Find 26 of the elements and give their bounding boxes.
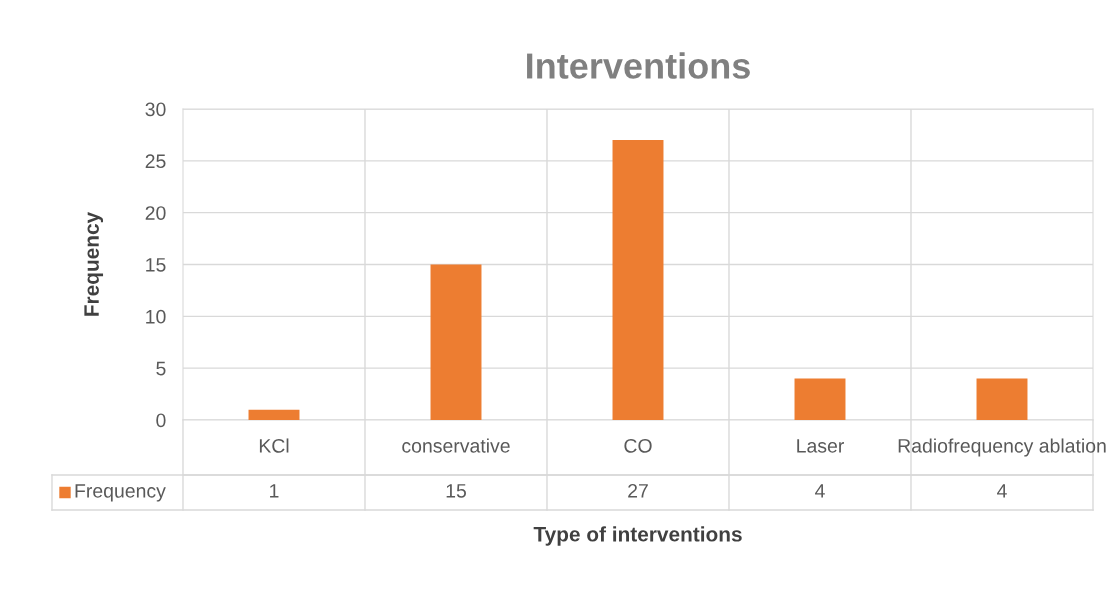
data-label: 27 bbox=[628, 483, 648, 498]
bar bbox=[976, 378, 1028, 420]
y-tick-label: 30 bbox=[145, 102, 166, 117]
chart-title: Interventions bbox=[527, 52, 750, 79]
y-tick-label: 10 bbox=[146, 309, 166, 324]
data-label: 4 bbox=[815, 484, 825, 498]
x-tick-label: Radiofrequency ablation bbox=[898, 438, 1106, 457]
y-axis-title: Frequency bbox=[84, 211, 104, 316]
y-tick-label: 20 bbox=[145, 206, 166, 220]
data-label: 15 bbox=[446, 484, 466, 498]
bar bbox=[248, 409, 300, 420]
x-axis-title: Type of interventions bbox=[533, 526, 742, 546]
bar bbox=[430, 264, 482, 420]
y-tick-label: 5 bbox=[156, 361, 166, 376]
data-label: 1 bbox=[270, 484, 279, 498]
x-tick-label: KCl bbox=[259, 438, 289, 453]
bar bbox=[612, 140, 664, 420]
legend-label: Frequency bbox=[75, 484, 166, 502]
x-tick-label: Laser bbox=[797, 439, 844, 453]
x-tick-label: conservative bbox=[402, 438, 510, 453]
y-tick-label: 0 bbox=[156, 413, 166, 428]
data-label: 4 bbox=[997, 484, 1007, 498]
y-tick-label: 25 bbox=[145, 154, 166, 169]
y-tick-label: 15 bbox=[146, 258, 166, 272]
x-tick-label: CO bbox=[624, 438, 652, 453]
bar bbox=[794, 378, 846, 420]
